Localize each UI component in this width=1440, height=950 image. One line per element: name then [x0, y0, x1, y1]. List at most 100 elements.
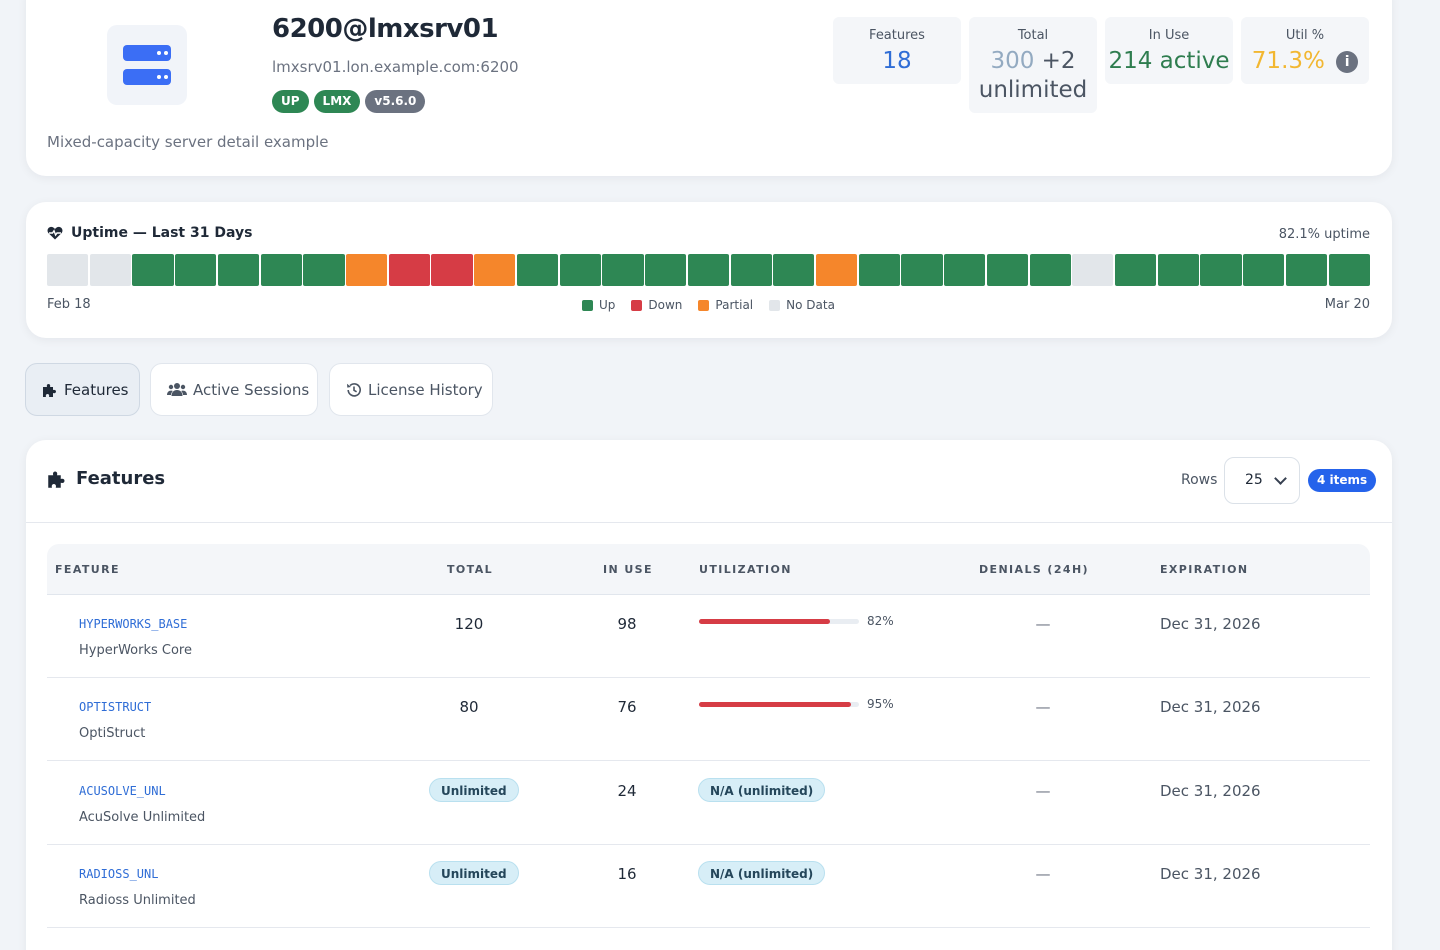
uptime-day-up[interactable]: [516, 254, 559, 286]
feature-code[interactable]: RADIOSS_UNL: [79, 867, 159, 881]
feature-code[interactable]: ACUSOLVE_UNL: [79, 784, 166, 798]
legend-label: Up: [599, 298, 616, 312]
features-card-title: Features: [47, 468, 165, 489]
uptime-day-nodata[interactable]: [1072, 254, 1114, 286]
feature-expiration: Dec 31, 2026: [1160, 782, 1261, 800]
stat-features-value: 18: [882, 48, 912, 74]
stat-in-use-label: In Use: [1148, 28, 1190, 43]
rows-per-page-value: 25: [1245, 472, 1263, 488]
utilization-na-pill: N/A (unlimited): [698, 778, 826, 802]
stat-util-label: Util %: [1285, 28, 1325, 43]
tab-license-history-label: License History: [368, 380, 483, 399]
uptime-day-up[interactable]: [1200, 254, 1242, 286]
uptime-day-up[interactable]: [260, 254, 302, 286]
uptime-day-up[interactable]: [986, 254, 1029, 286]
stat-total-label: Total: [1017, 28, 1049, 43]
uptime-day-up[interactable]: [730, 254, 772, 286]
feature-in-use: 16: [617, 865, 637, 883]
col-header-in-use[interactable]: IN USE: [603, 563, 653, 576]
heart-pulse-icon: [47, 226, 63, 240]
uptime-day-up[interactable]: [773, 254, 815, 286]
uptime-day-up[interactable]: [901, 254, 943, 286]
puzzle-icon: [48, 471, 65, 488]
uptime-legend: Up Down Partial No Data: [582, 298, 835, 312]
col-header-expiration[interactable]: EXPIRATION: [1160, 563, 1249, 576]
legend-swatch: [769, 299, 781, 311]
feature-in-use: 24: [617, 782, 637, 800]
feature-denials: —: [1035, 615, 1051, 633]
feature-code[interactable]: HYPERWORKS_BASE: [79, 617, 188, 631]
history-icon: [347, 382, 361, 397]
legend-label: No Data: [786, 298, 835, 312]
puzzle-icon: [43, 383, 56, 397]
uptime-day-partial[interactable]: [474, 254, 516, 286]
uptime-day-up[interactable]: [303, 254, 345, 286]
feature-denials: —: [1035, 698, 1051, 716]
uptime-day-up[interactable]: [1114, 254, 1157, 286]
legend-swatch: [582, 299, 593, 311]
uptime-title: Uptime — Last 31 Days: [47, 225, 252, 241]
items-count-badge: 4 items: [1308, 469, 1377, 492]
stat-util: Util % 71.3% i: [1241, 17, 1369, 84]
uptime-day-up[interactable]: [132, 254, 174, 286]
uptime-day-nodata[interactable]: [89, 254, 131, 286]
uptime-day-up[interactable]: [944, 254, 986, 286]
uptime-start-date: Feb 18: [47, 297, 91, 312]
table-row[interactable]: OPTISTRUCT OptiStruct 80 76 95% — Dec 31, 2026: [47, 678, 1370, 761]
utilization-bar: [699, 702, 859, 707]
table-row[interactable]: ACUSOLVE_UNL AcuSolve Unlimited Unlimited 2…: [47, 762, 1370, 845]
legend-item-up: Up: [582, 298, 615, 312]
utilization-bar: [699, 619, 859, 624]
uptime-strip: [47, 254, 1370, 286]
uptime-day-nodata[interactable]: [47, 254, 89, 286]
feature-name: AcuSolve Unlimited: [79, 810, 206, 825]
table-row[interactable]: HYPERWORKS_BASE HyperWorks Core 120 98 82% — D…: [47, 595, 1370, 678]
uptime-day-up[interactable]: [175, 254, 217, 286]
uptime-day-partial[interactable]: [815, 254, 858, 286]
col-header-total[interactable]: TOTAL: [447, 563, 494, 576]
utilization-na-pill: N/A (unlimited): [698, 861, 826, 885]
col-header-feature[interactable]: FEATURE: [55, 563, 120, 576]
legend-swatch: [698, 299, 710, 311]
tab-features[interactable]: Features: [25, 363, 140, 416]
col-header-utilization[interactable]: UTILIZATION: [699, 563, 792, 576]
stat-total-unlimited: unlimited: [978, 77, 1088, 103]
table-row[interactable]: RADIOSS_UNL Radioss Unlimited Unlimited 16 N…: [47, 845, 1370, 928]
uptime-day-up[interactable]: [1243, 254, 1285, 286]
total-unlimited-pill: Unlimited: [429, 861, 519, 885]
feature-denials: —: [1035, 782, 1051, 800]
uptime-day-up[interactable]: [1029, 254, 1071, 286]
uptime-day-partial[interactable]: [346, 254, 388, 286]
tab-license-history[interactable]: License History: [329, 363, 493, 416]
server-badges: UP LMX v5.6.0: [272, 90, 426, 113]
uptime-day-up[interactable]: [1157, 254, 1199, 286]
stat-in-use-value: 214 active: [1108, 48, 1230, 74]
stat-util-value: 71.3%: [1251, 48, 1325, 74]
uptime-day-up[interactable]: [645, 254, 687, 286]
info-icon[interactable]: i: [1336, 51, 1359, 73]
features-card: Features Rows 25 4 items FEATURE TOTAL I…: [26, 440, 1392, 950]
uptime-day-down[interactable]: [388, 254, 430, 286]
table-header: FEATURE TOTAL IN USE UTILIZATION DENIALS…: [47, 544, 1370, 595]
tab-active-sessions[interactable]: Active Sessions: [150, 363, 318, 416]
uptime-end-date: Mar 20: [1324, 297, 1370, 312]
uptime-day-up[interactable]: [217, 254, 260, 286]
utilization-percent: 82%: [867, 614, 894, 628]
uptime-day-up[interactable]: [559, 254, 601, 286]
stat-in-use: In Use 214 active: [1105, 17, 1233, 84]
feature-code[interactable]: OPTISTRUCT: [79, 700, 152, 714]
rows-per-page-select[interactable]: 25: [1224, 457, 1300, 504]
stat-total-suffix: +2: [1041, 48, 1076, 74]
uptime-day-up[interactable]: [602, 254, 644, 286]
uptime-day-up[interactable]: [687, 254, 729, 286]
col-header-denials[interactable]: DENIALS (24H): [979, 563, 1089, 576]
server-host: lmxsrv01.lon.example.com:6200: [272, 58, 519, 76]
uptime-title-text: Uptime — Last 31 Days: [71, 225, 253, 241]
uptime-day-down[interactable]: [431, 254, 473, 286]
feature-in-use: 76: [617, 698, 637, 716]
uptime-day-up[interactable]: [1328, 254, 1370, 286]
feature-name: Radioss Unlimited: [79, 893, 196, 908]
server-icon: [107, 25, 187, 105]
uptime-day-up[interactable]: [1285, 254, 1328, 286]
uptime-day-up[interactable]: [858, 254, 900, 286]
